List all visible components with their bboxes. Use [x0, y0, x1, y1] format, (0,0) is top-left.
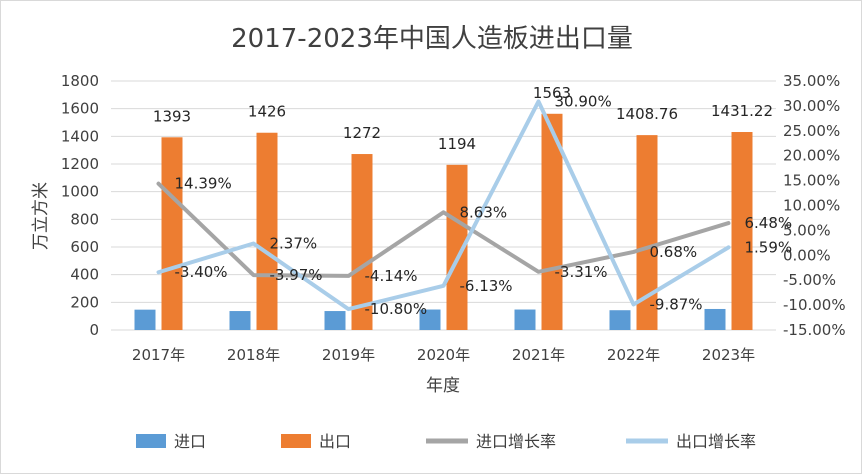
x-axis-ticks: 2017年 2018年 2019年 2020年 2021年 2022年 2023年: [132, 346, 755, 364]
bar-import: [609, 310, 631, 330]
y2-tick-label: 15.00%: [783, 172, 840, 190]
bar-export: [446, 164, 468, 330]
import-growth-label: -3.97%: [270, 266, 323, 284]
y2-tick-label: 25.00%: [783, 122, 840, 140]
bar-export: [541, 113, 563, 330]
bar-export-label: 1272: [343, 124, 381, 142]
bar-export-label: 1194: [438, 135, 476, 153]
x-tick-label: 2018年: [227, 346, 280, 364]
y-tick-label: 800: [70, 210, 99, 228]
x-tick-label: 2021年: [512, 346, 565, 364]
export-growth-label: -6.13%: [460, 277, 513, 295]
bar-import: [324, 311, 346, 330]
bar-export-label: 1426: [248, 103, 286, 121]
export-growth-label: 30.90%: [555, 92, 612, 110]
legend: 进口 出口 进口增长率 出口增长率: [136, 432, 756, 451]
y-tick-label: 1600: [61, 100, 99, 118]
export-growth-label: 1.59%: [745, 238, 793, 256]
x-tick-label: 2022年: [607, 346, 660, 364]
bar-export-label: 1393: [153, 107, 191, 125]
legend-label: 进口: [174, 432, 206, 451]
export-growth-label: -3.40%: [175, 263, 228, 281]
y2-tick-label: -10.00%: [783, 296, 846, 314]
x-tick-label: 2020年: [417, 346, 470, 364]
export-growth-label: -9.87%: [650, 295, 703, 313]
y-tick-label: 200: [70, 293, 99, 311]
bar-import: [229, 311, 251, 330]
y2-tick-label: 10.00%: [783, 197, 840, 215]
y2-tick-label: -5.00%: [783, 271, 836, 289]
bar-export: [636, 135, 658, 330]
lines: [156, 99, 731, 312]
bar-export-label: 1408.76: [616, 105, 678, 123]
x-tick-label: 2019年: [322, 346, 375, 364]
bars: [134, 113, 753, 330]
x-axis-title: 年度: [426, 376, 460, 396]
chart-title: 2017-2023年中国人造板进出口量: [231, 24, 633, 54]
y2-tick-label: 20.00%: [783, 147, 840, 165]
y2-tick-label: 5.00%: [783, 221, 831, 239]
import-growth-label: 8.63%: [460, 203, 508, 221]
import-growth-label: 6.48%: [745, 214, 793, 232]
import-growth-label: -3.31%: [555, 263, 608, 281]
legend-label: 出口: [319, 432, 351, 451]
y2-axis-ticks: -15.00% -10.00% -5.00% 0.00% 5.00% 10.00% 15.0…: [783, 72, 846, 339]
bar-export: [351, 154, 373, 330]
export-growth-label: 2.37%: [270, 234, 318, 252]
line-export-growth: [156, 99, 731, 312]
y-tick-label: 1800: [61, 72, 99, 90]
bar-export: [256, 132, 278, 330]
y-tick-label: 400: [70, 266, 99, 284]
y-tick-label: 0: [89, 321, 99, 339]
bar-import: [514, 309, 536, 330]
bar-export-label: 1431.22: [711, 102, 773, 120]
y2-tick-label: 0.00%: [783, 246, 831, 264]
import-growth-label: -4.14%: [365, 267, 418, 285]
y-tick-label: 600: [70, 238, 99, 256]
bar-import: [704, 308, 726, 330]
y2-tick-label: -15.00%: [783, 321, 846, 339]
legend-label: 进口增长率: [476, 432, 556, 451]
x-tick-label: 2023年: [702, 346, 755, 364]
import-growth-label: 14.39%: [175, 175, 232, 193]
y-axis-title: 万立方米: [31, 182, 51, 250]
legend-swatch: [281, 434, 311, 448]
bar-import: [134, 309, 156, 330]
x-tick-label: 2017年: [132, 346, 185, 364]
y2-tick-label: 35.00%: [783, 72, 840, 90]
legend-label: 出口增长率: [676, 432, 756, 451]
y-tick-label: 1000: [61, 183, 99, 201]
y2-tick-label: 30.00%: [783, 97, 840, 115]
legend-swatch: [136, 434, 166, 448]
import-growth-label: 0.68%: [650, 243, 698, 261]
bar-export: [161, 137, 183, 330]
y-tick-label: 1400: [61, 127, 99, 145]
y-axis-ticks: 0 200 400 600 800 1000 1200 1400 1600 1800: [61, 72, 99, 339]
bar-export: [731, 132, 753, 330]
data-labels: 1393 1426 1272 1194 1563 1408.76 1431.22 14.39%…: [153, 84, 792, 318]
line-import-growth: [156, 181, 731, 278]
y-tick-label: 1200: [61, 155, 99, 173]
bar-export-label: 1563: [533, 84, 571, 102]
export-growth-label: -10.80%: [365, 300, 428, 318]
bar-import: [419, 309, 441, 330]
